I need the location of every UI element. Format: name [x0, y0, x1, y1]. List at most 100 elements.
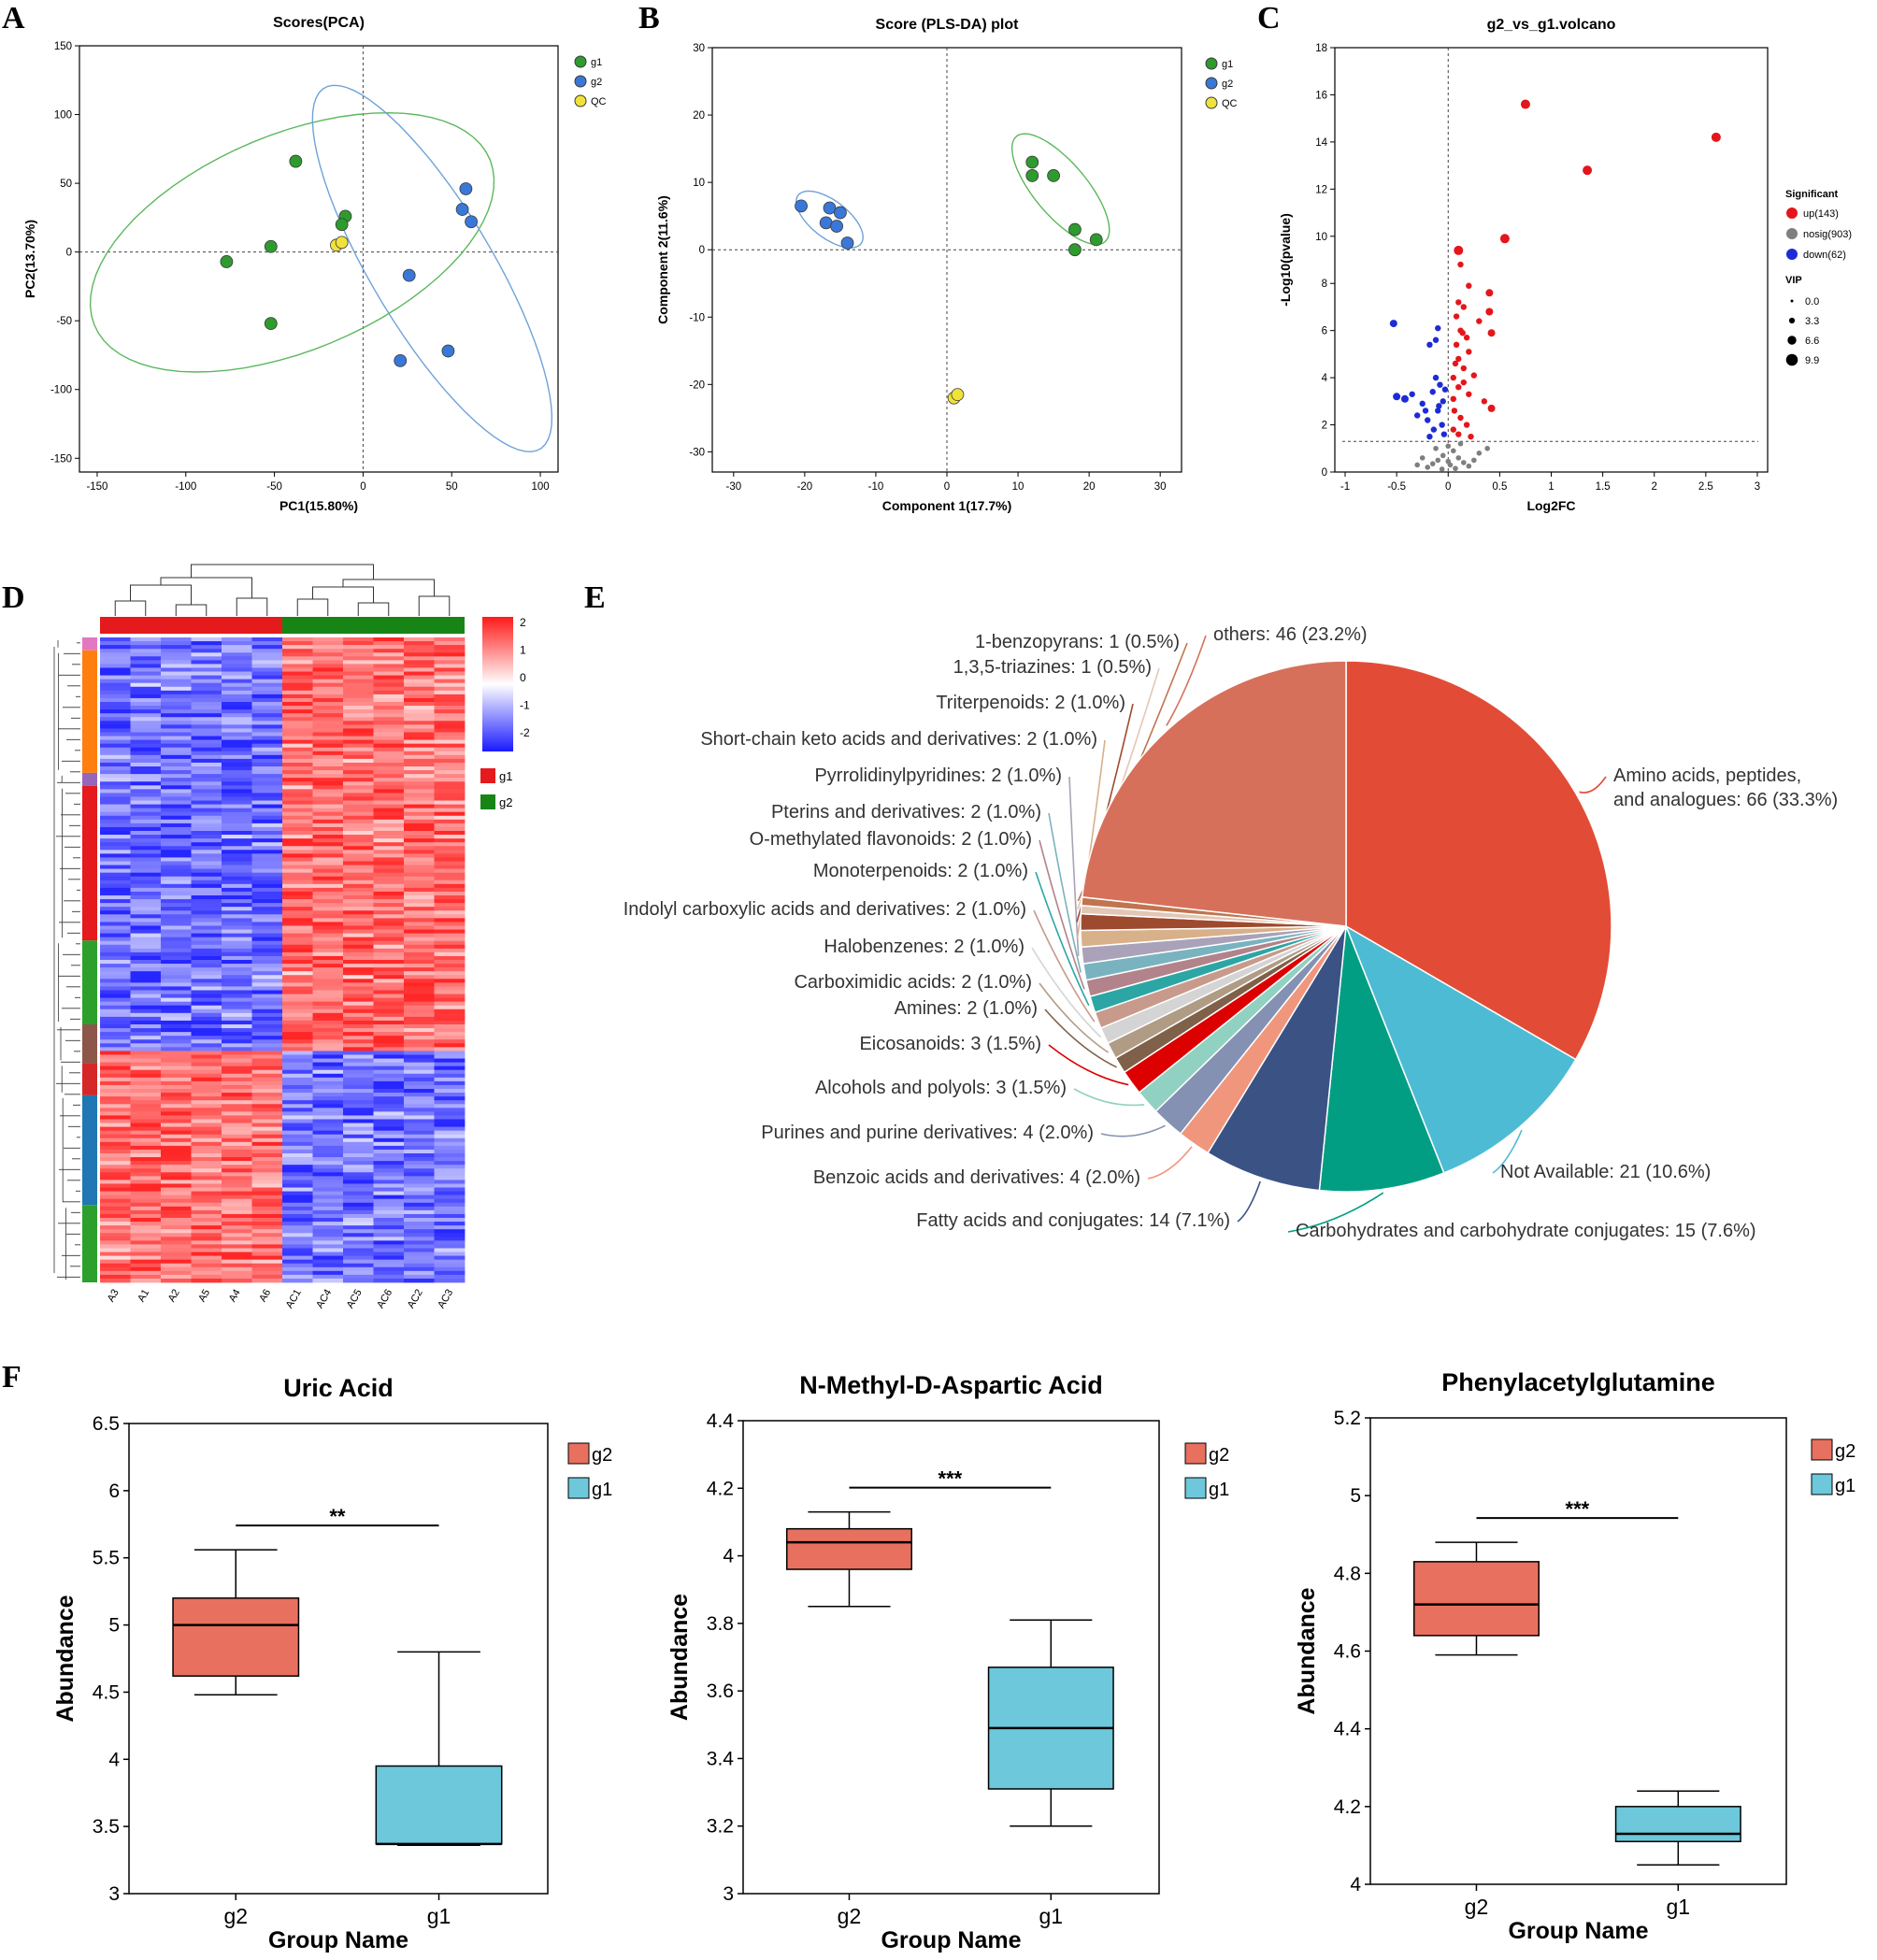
heatmap-cell: [191, 876, 222, 881]
heatmap-cell: [100, 1009, 131, 1014]
y-tick-label: 3.4: [707, 1748, 735, 1769]
heatmap-cell: [282, 1270, 313, 1276]
heatmap-cell: [130, 835, 162, 839]
heatmap-cell: [251, 1036, 283, 1040]
data-point-g1: [1047, 169, 1060, 182]
heatmap-cell: [312, 1119, 344, 1123]
heatmap-cell: [404, 861, 435, 866]
heatmap-cell: [130, 1278, 162, 1283]
heatmap-cell: [282, 967, 313, 972]
heatmap-cell: [222, 694, 252, 699]
x-axis-label: Group Name: [268, 1927, 408, 1953]
x-axis-label: Log2FC: [1526, 498, 1575, 513]
panel-letter-f: F: [2, 1360, 21, 1395]
pie-label: Eicosanoids: 3 (1.5%): [859, 1034, 1041, 1054]
heatmap-cell: [222, 1153, 252, 1158]
heatmap-cell: [312, 1266, 344, 1272]
heatmap-cell: [282, 796, 313, 801]
heatmap-cell: [434, 671, 466, 676]
heatmap-cell: [161, 667, 192, 672]
heatmap-cell: [191, 1077, 222, 1082]
heatmap-cell: [191, 865, 222, 869]
heatmap-cell: [161, 842, 192, 847]
heatmap-cell: [222, 1161, 252, 1166]
heatmap-cell: [343, 743, 374, 749]
heatmap-cell: [282, 1123, 313, 1127]
heatmap-cell: [100, 1222, 131, 1226]
heatmap-cell: [130, 1020, 162, 1025]
heatmap-cell: [373, 1240, 405, 1245]
heatmap-cell: [312, 1054, 344, 1059]
heatmap-cell: [130, 887, 162, 893]
heatmap-cell: [161, 1222, 192, 1226]
heatmap-cell: [130, 876, 162, 881]
heatmap-cell: [282, 751, 313, 756]
heatmap-cell: [343, 1001, 374, 1007]
heatmap-cell: [161, 933, 192, 938]
group-bar-g1: [100, 617, 282, 634]
heatmap-cell: [191, 800, 222, 805]
heatmap-cell: [100, 1244, 131, 1249]
heatmap-cell: [373, 975, 405, 980]
heatmap-cell: [191, 994, 222, 998]
heatmap-cell: [222, 1213, 252, 1219]
column-label: AC4: [314, 1288, 334, 1311]
chart-title: Scores(PCA): [273, 15, 365, 31]
heatmap-cell: [434, 997, 466, 1003]
legend-label: up(143): [1803, 208, 1839, 220]
heatmap-cell: [130, 1191, 162, 1196]
heatmap-cell: [434, 1165, 466, 1169]
y-tick-label: 50: [60, 179, 72, 190]
heatmap-cell: [251, 1115, 283, 1120]
pie-leader-line: [1147, 1146, 1193, 1180]
data-point-down: [1425, 417, 1431, 423]
heatmap-cell: [282, 986, 313, 991]
heatmap-cell: [404, 975, 435, 980]
significance-stars: ***: [1566, 1497, 1590, 1521]
heatmap-cell: [312, 1084, 344, 1090]
heatmap-cell: [373, 1198, 405, 1204]
heatmap-cell: [434, 1123, 466, 1127]
heatmap-cell: [343, 1123, 374, 1127]
heatmap-cell: [100, 667, 131, 672]
heatmap-cell: [251, 865, 283, 869]
heatmap-cell: [130, 948, 162, 953]
heatmap-cell: [191, 826, 222, 832]
heatmap-cell: [282, 770, 313, 775]
heatmap-cell: [191, 861, 222, 866]
heatmap-cell: [130, 1016, 162, 1022]
heatmap-cell: [434, 747, 466, 752]
data-point-nosig: [1419, 455, 1426, 461]
heatmap-cell: [312, 1058, 344, 1063]
heatmap-cell: [130, 861, 162, 866]
heatmap-cell: [130, 1115, 162, 1120]
heatmap-cell: [191, 1108, 222, 1112]
heatmap-cell: [404, 770, 435, 775]
heatmap-cell: [222, 997, 252, 1003]
heatmap-cell: [130, 667, 162, 672]
heatmap-cell: [282, 656, 313, 661]
heatmap-cell: [434, 846, 466, 851]
legend-label: g1: [1835, 1476, 1856, 1496]
heatmap-cell: [373, 1016, 405, 1022]
data-point-g1: [264, 239, 278, 253]
y-tick-label: -50: [56, 316, 72, 327]
heatmap-cell: [373, 697, 405, 703]
data-point-g2: [455, 203, 469, 216]
heatmap-cell: [222, 914, 252, 919]
heatmap-cell: [161, 838, 192, 843]
y-tick-label: 8: [1322, 279, 1327, 290]
heatmap-cell: [434, 891, 466, 896]
vip-legend-marker: [1788, 317, 1796, 324]
heatmap-cell: [191, 1100, 222, 1105]
heatmap-cell: [343, 758, 374, 764]
heatmap-cell: [282, 861, 313, 866]
heatmap-cell: [373, 1043, 405, 1048]
heatmap-cell: [100, 883, 131, 889]
heatmap-cell: [191, 1126, 222, 1132]
heatmap-cell: [434, 1274, 466, 1280]
heatmap-cell: [191, 1255, 222, 1261]
heatmap-cell: [343, 709, 374, 714]
plot-frame: [742, 1420, 1160, 1895]
heatmap-cell: [434, 1069, 466, 1075]
